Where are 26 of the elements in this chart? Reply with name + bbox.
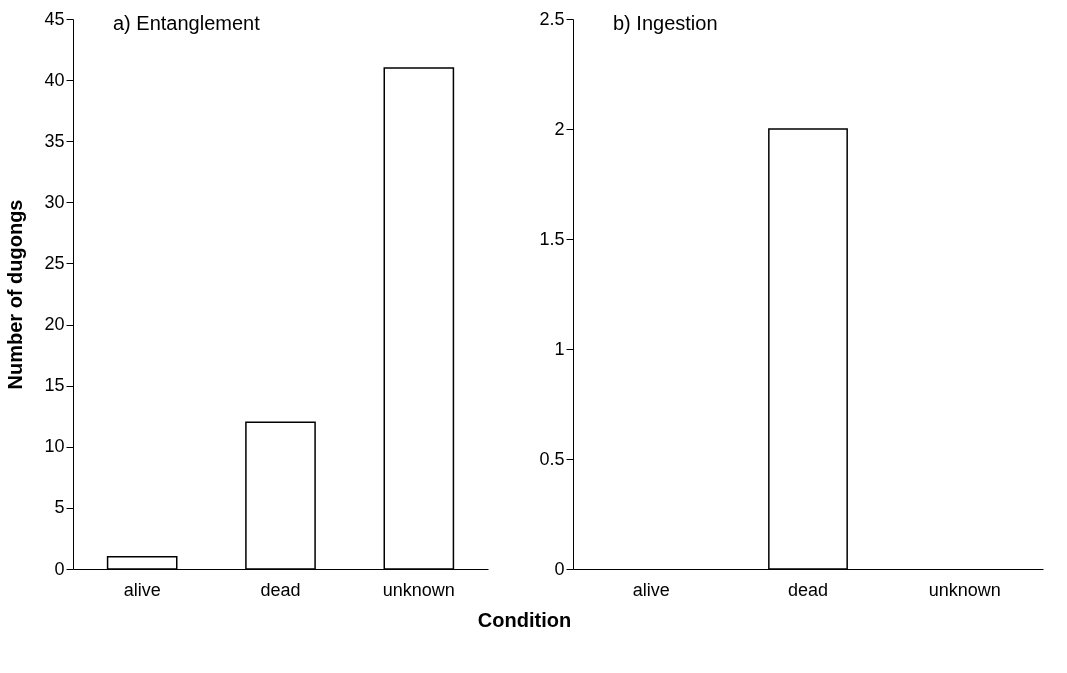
y-axis-title: Number of dugongs bbox=[4, 199, 27, 390]
y-tick-label: 2 bbox=[554, 118, 565, 139]
y-tick-label: 1.5 bbox=[539, 228, 565, 249]
y-tick-label: 15 bbox=[44, 375, 65, 396]
y-tick-label: 1 bbox=[554, 338, 565, 359]
x-tick-label: unknown bbox=[382, 579, 455, 600]
y-tick-label: 20 bbox=[44, 314, 65, 335]
y-tick-label: 35 bbox=[44, 130, 65, 151]
y-tick-label: 0 bbox=[554, 558, 565, 579]
y-tick-label: 5 bbox=[54, 497, 65, 518]
x-tick-label: alive bbox=[123, 579, 161, 600]
y-tick-label: 0.5 bbox=[539, 448, 565, 469]
y-tick-label: 45 bbox=[44, 8, 65, 29]
y-tick-label: 10 bbox=[44, 436, 65, 457]
chart-title: a) Entanglement bbox=[113, 12, 261, 34]
y-tick-label: 0 bbox=[54, 558, 65, 579]
y-tick-label: 40 bbox=[44, 69, 65, 90]
chart-title: b) Ingestion bbox=[613, 12, 718, 34]
x-tick-label: dead bbox=[787, 579, 829, 600]
y-tick-label: 30 bbox=[44, 191, 65, 212]
x-tick-label: unknown bbox=[928, 579, 1001, 600]
y-tick-label: 2.5 bbox=[539, 8, 565, 29]
x-axis-title: Condition bbox=[477, 609, 572, 631]
x-tick-label: dead bbox=[260, 579, 301, 600]
x-tick-label: alive bbox=[632, 579, 670, 600]
y-tick-label: 25 bbox=[44, 252, 65, 273]
